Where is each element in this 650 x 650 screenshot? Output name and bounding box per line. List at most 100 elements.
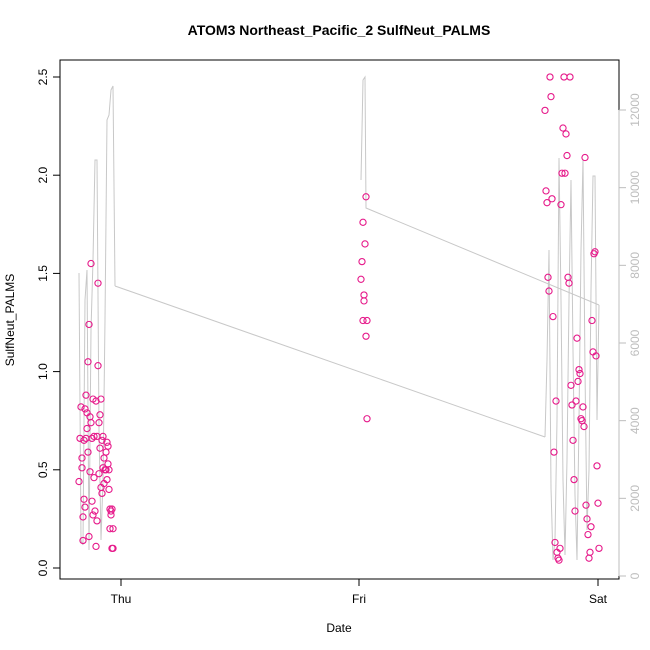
x-tick-label-fri: Fri <box>352 592 366 606</box>
data-point <box>363 316 371 325</box>
data-point <box>583 515 591 523</box>
data-point <box>584 530 592 539</box>
data-point <box>85 320 93 329</box>
data-point <box>78 464 86 472</box>
data-point <box>578 417 586 425</box>
data-point <box>562 130 570 138</box>
data-point <box>95 470 103 478</box>
y-right-tick-label: 8000 <box>628 252 642 279</box>
data-point <box>565 279 573 287</box>
data-point <box>594 499 602 507</box>
data-point <box>541 106 549 115</box>
y-axis-right: 0 2000 4000 6000 8000 10000 12000 <box>618 93 642 579</box>
data-point <box>547 92 555 101</box>
data-point <box>360 297 368 305</box>
data-point <box>86 468 94 476</box>
data-point <box>570 475 578 484</box>
data-point <box>591 248 599 256</box>
altitude-line-sat <box>544 157 600 561</box>
data-point <box>105 485 113 494</box>
data-point <box>77 403 85 411</box>
data-point <box>592 352 600 360</box>
data-point <box>575 365 583 374</box>
data-point <box>87 419 95 427</box>
data-point <box>104 442 112 450</box>
data-point <box>360 291 368 299</box>
data-point <box>105 466 113 474</box>
data-point <box>359 218 367 226</box>
altitude-line-layer <box>78 75 600 561</box>
data-point <box>588 316 596 325</box>
data-point <box>558 169 566 177</box>
data-point <box>358 257 366 266</box>
data-point <box>595 544 603 553</box>
y-tick-label: 0.0 <box>36 559 50 576</box>
y-tick-label: 2.5 <box>36 68 50 85</box>
data-point <box>94 279 102 287</box>
data-point <box>98 489 106 498</box>
data-point <box>106 525 114 533</box>
data-point <box>88 497 96 505</box>
plot-frame <box>59 59 620 580</box>
data-point <box>542 187 550 195</box>
data-point <box>83 424 91 433</box>
x-axis-label: Date <box>326 621 352 635</box>
data-point <box>362 193 370 201</box>
altitude-line-fri <box>360 75 600 306</box>
points-layer <box>75 73 603 564</box>
data-point <box>582 501 590 509</box>
altitude-line-thu <box>78 85 116 551</box>
data-point <box>80 436 88 444</box>
y-axis-left: 0.0 0.5 1.0 1.5 2.0 2.5 <box>36 68 61 576</box>
y-right-tick-label: 2000 <box>628 485 642 512</box>
data-point <box>544 273 552 281</box>
data-point <box>593 462 601 470</box>
y-right-tick-label: 6000 <box>628 329 642 356</box>
data-point <box>572 397 580 405</box>
data-point <box>100 454 108 462</box>
data-point <box>109 525 117 533</box>
data-point <box>79 536 87 545</box>
x-axis: Thu Fri Sat <box>111 578 608 606</box>
data-point <box>543 199 551 207</box>
data-point <box>81 503 89 511</box>
data-point <box>104 460 112 468</box>
data-point <box>576 369 584 378</box>
x-tick-label-thu: Thu <box>111 592 132 606</box>
data-point <box>363 415 371 423</box>
data-point <box>567 381 575 389</box>
data-point <box>103 438 111 446</box>
data-point <box>566 73 574 81</box>
data-point <box>563 151 571 160</box>
data-point <box>78 454 86 462</box>
data-point <box>585 554 593 562</box>
data-point <box>550 448 558 456</box>
data-point <box>574 377 582 386</box>
data-point <box>90 474 98 482</box>
data-point <box>75 477 83 486</box>
data-point <box>87 259 95 268</box>
data-point <box>359 316 367 325</box>
data-point <box>568 401 576 409</box>
data-point <box>85 532 93 541</box>
data-point <box>559 124 567 132</box>
data-point <box>362 332 370 340</box>
data-point <box>108 505 116 513</box>
data-point <box>361 240 369 248</box>
y-right-tick-label: 0 <box>628 572 642 579</box>
data-point <box>95 419 103 427</box>
data-point <box>97 395 105 403</box>
altitude-line-span-1 <box>114 285 546 438</box>
data-point <box>569 436 577 444</box>
data-point <box>109 544 117 553</box>
y-tick-label: 1.0 <box>36 363 50 380</box>
data-point <box>84 448 92 456</box>
data-point <box>587 523 595 531</box>
data-point <box>91 507 99 515</box>
x-tick-label-sat: Sat <box>589 592 608 606</box>
data-point <box>546 73 554 81</box>
data-point <box>545 287 553 295</box>
data-point <box>92 542 100 551</box>
y-axis-label: SulfNeut_PALMS <box>3 274 17 367</box>
